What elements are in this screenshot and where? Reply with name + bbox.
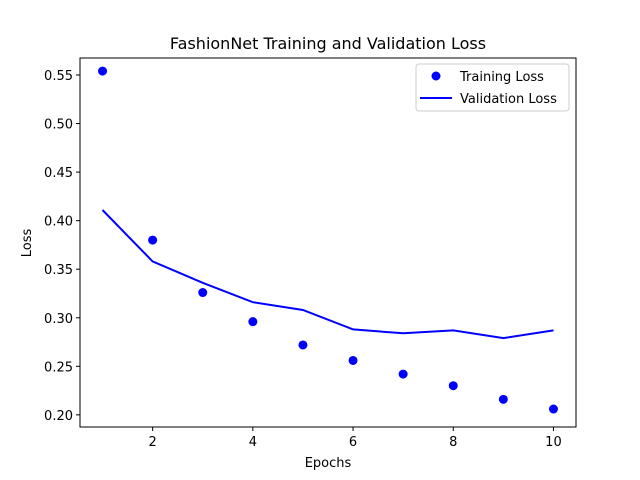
training-loss-point [148, 235, 158, 245]
y-axis-label: Loss [20, 229, 35, 258]
legend-training-marker [431, 71, 441, 81]
plot-frame [79, 57, 577, 428]
x-tick-label: 6 [349, 435, 357, 450]
y-tick-label: 0.20 [44, 409, 73, 424]
legend-validation-label: Validation Loss [460, 92, 557, 107]
y-axis: 0.20 0.25 0.30 0.35 0.40 0.45 0.50 0.55 [44, 69, 80, 424]
training-loss-point [98, 66, 108, 76]
legend-box [415, 63, 570, 112]
plot-area [98, 66, 558, 414]
training-loss-point [448, 381, 458, 391]
y-tick-label: 0.40 [44, 215, 73, 230]
chart-title: FashionNet Training and Validation Loss [170, 34, 486, 53]
y-tick-label: 0.50 [44, 118, 73, 133]
x-axis: 2 4 6 8 10 [149, 427, 562, 450]
training-loss-point [498, 394, 508, 404]
training-loss-point [198, 288, 208, 298]
x-tick-label: 8 [449, 435, 457, 450]
validation-loss-line [101, 209, 554, 340]
x-tick-label: 4 [249, 435, 257, 450]
legend: Training Loss Validation Loss [415, 63, 570, 112]
y-tick-label: 0.45 [44, 166, 73, 181]
y-tick-label: 0.30 [44, 312, 73, 327]
y-tick-label: 0.35 [44, 263, 73, 278]
y-tick-label: 0.55 [44, 69, 73, 84]
x-tick-label: 2 [149, 435, 157, 450]
y-tick-label: 0.25 [44, 360, 73, 375]
training-loss-point [348, 355, 358, 365]
legend-training-label: Training Loss [459, 70, 544, 85]
training-loss-point [248, 317, 258, 327]
x-axis-label: Epochs [305, 456, 352, 471]
training-loss-point [298, 340, 308, 350]
training-loss-point [398, 369, 408, 379]
x-tick-label: 10 [545, 435, 562, 450]
training-loss-point [548, 404, 558, 414]
